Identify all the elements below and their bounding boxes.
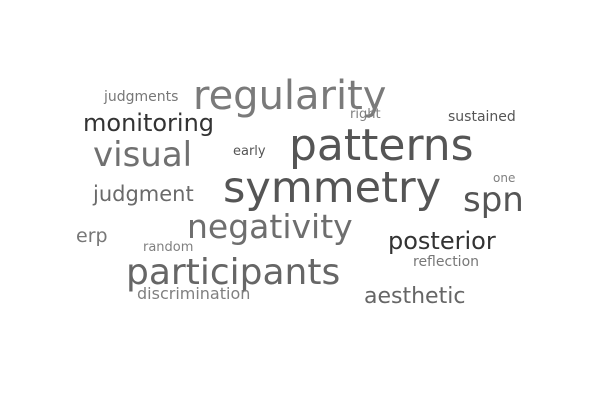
word-reflection: reflection <box>413 254 480 270</box>
word-participants: participants <box>126 252 341 293</box>
word-symmetry: symmetry <box>223 163 442 213</box>
word-patterns: patterns <box>289 120 474 171</box>
word-right: right <box>350 107 381 122</box>
word-discrimination: discrimination <box>137 284 251 303</box>
word-sustained: sustained <box>448 109 516 125</box>
word-spn: spn <box>463 180 524 220</box>
word-negativity: negativity <box>187 207 353 246</box>
word-aesthetic: aesthetic <box>364 284 466 309</box>
word-visual: visual <box>93 135 193 175</box>
word-erp: erp <box>76 225 108 247</box>
word-monitoring: monitoring <box>83 109 215 137</box>
word-judgment: judgment <box>93 182 194 206</box>
word-random: random <box>143 240 194 255</box>
word-early: early <box>233 144 266 159</box>
word-regularity: regularity <box>193 73 387 119</box>
word-one: one <box>493 171 516 185</box>
word-posterior: posterior <box>388 227 496 255</box>
word-judgments: judgments <box>104 89 179 105</box>
